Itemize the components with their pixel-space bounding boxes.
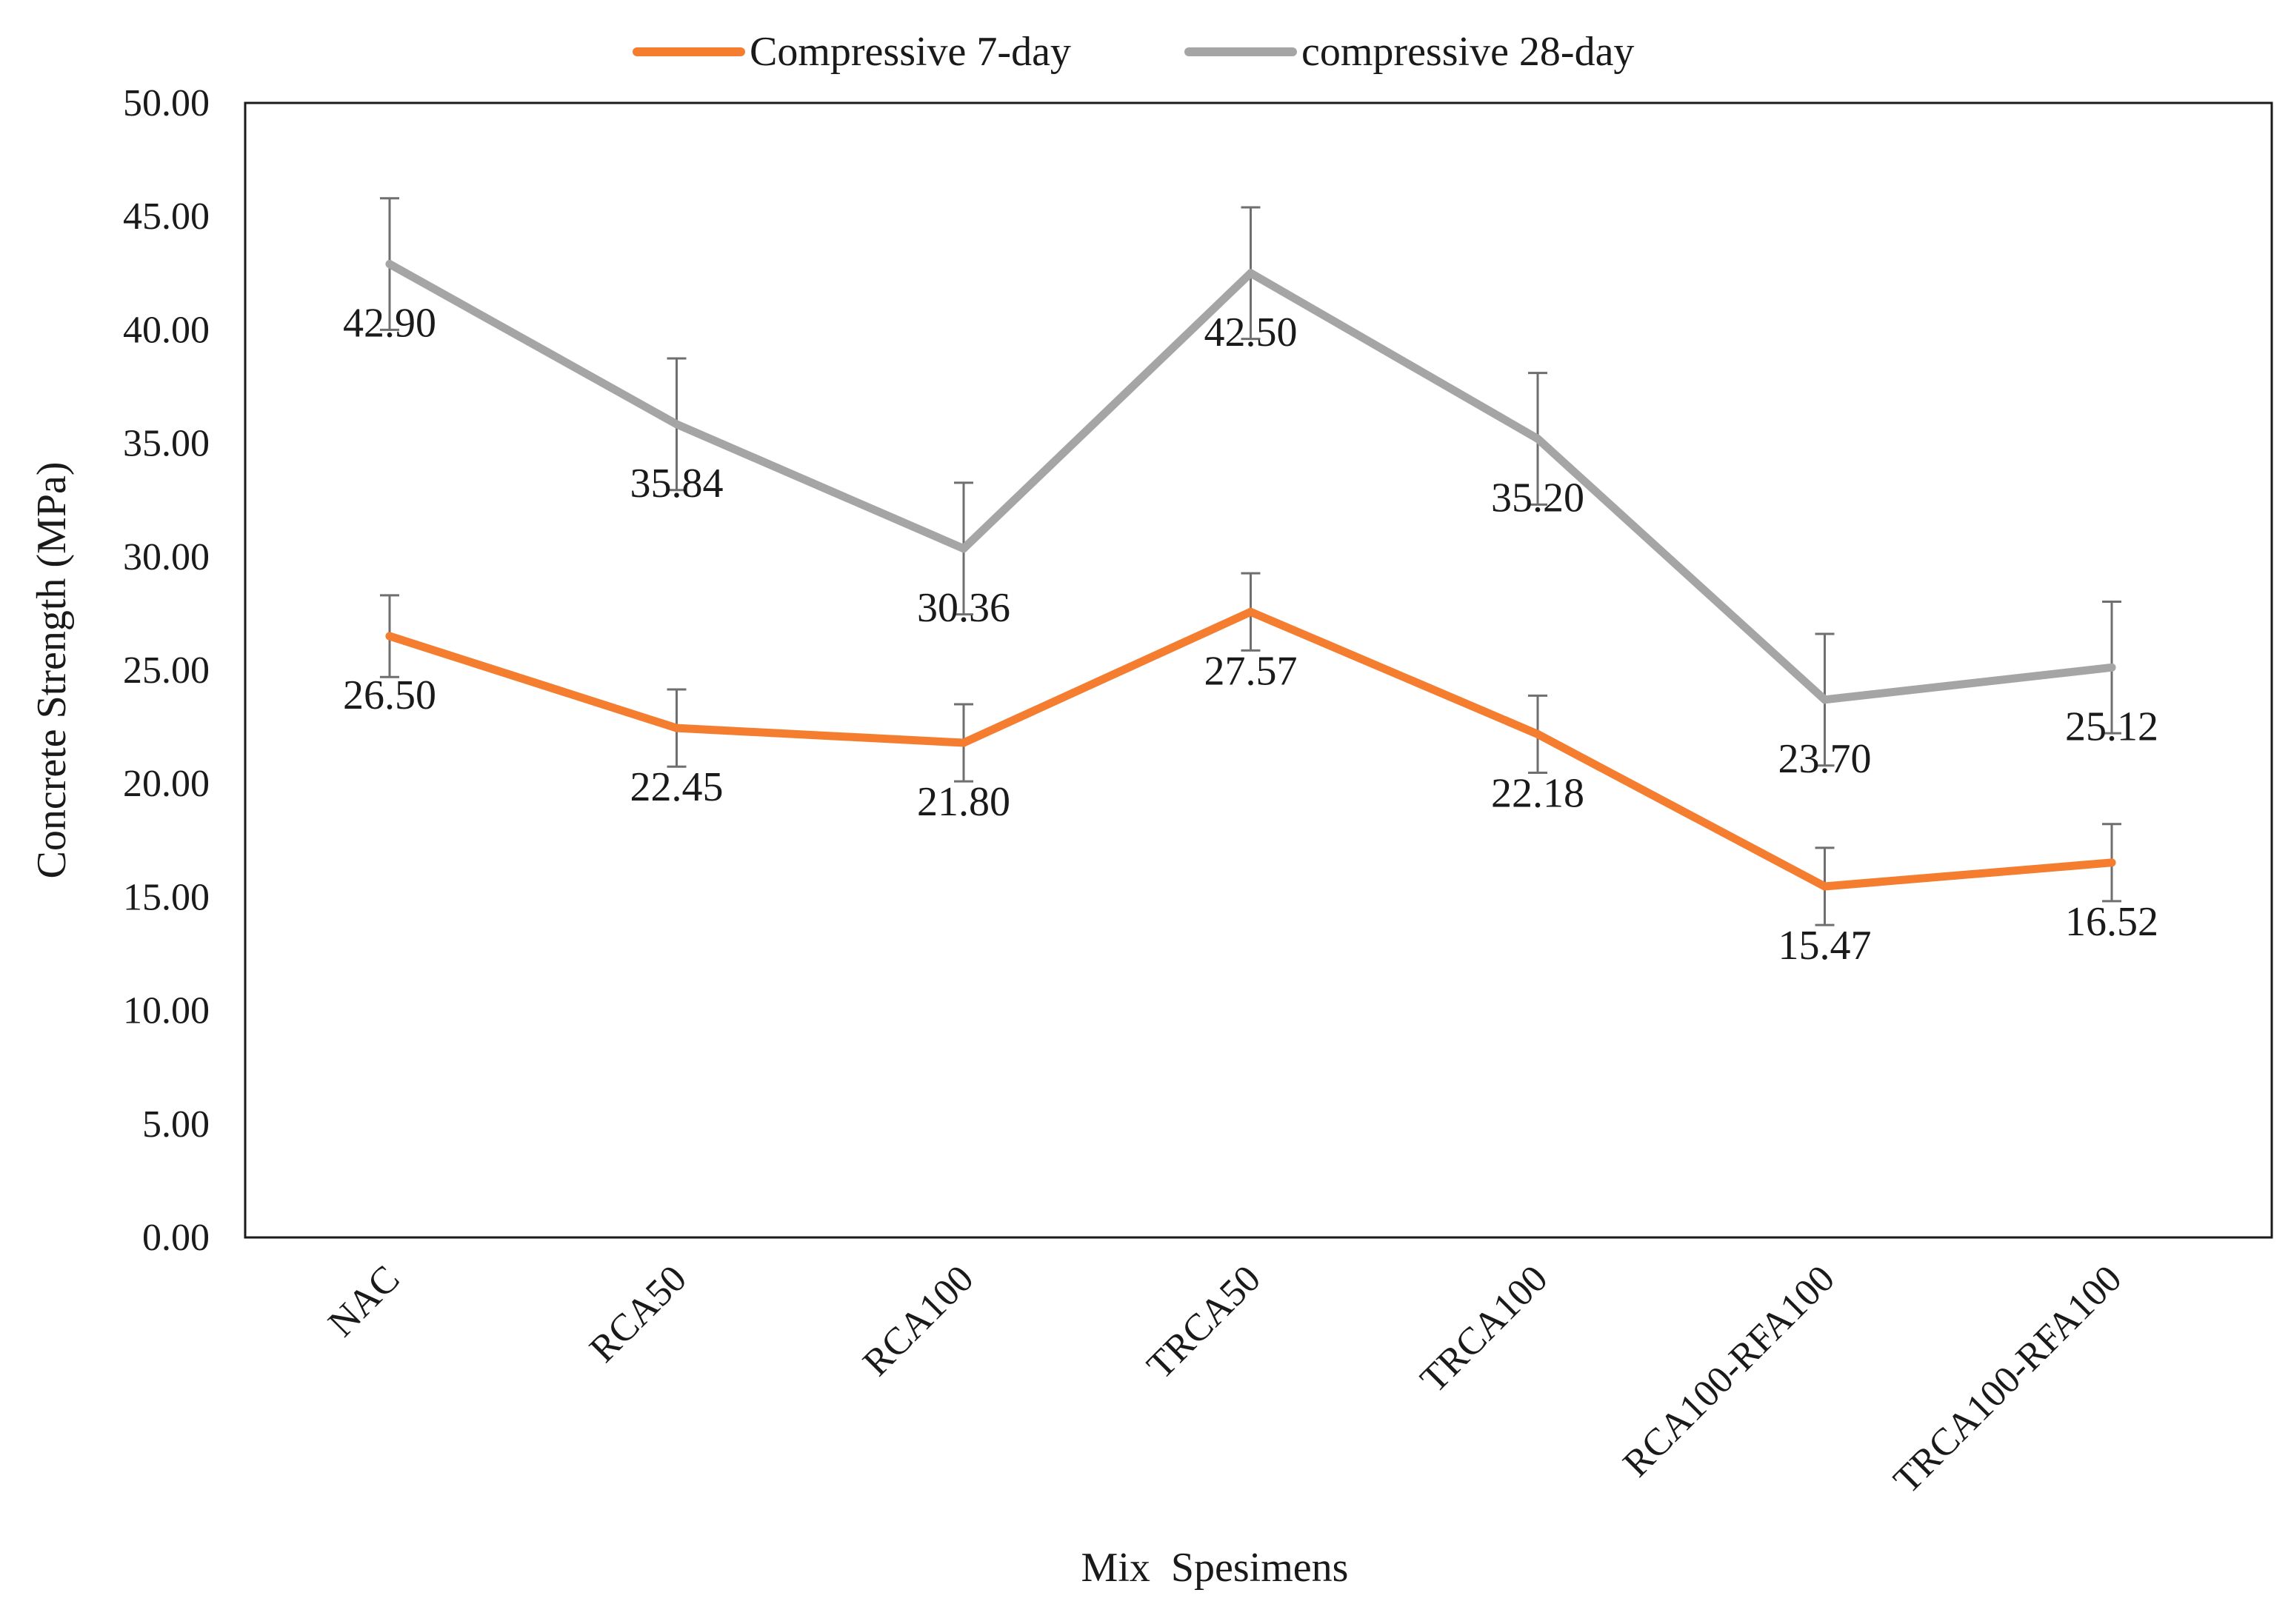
data-point-28day	[385, 260, 394, 269]
data-label-28day: 25.12	[2065, 704, 2158, 749]
data-label-28day: 35.20	[1491, 475, 1584, 521]
data-point-7day	[385, 632, 394, 641]
y-tick-label: 35.00	[123, 423, 210, 465]
y-tick-label: 50.00	[123, 82, 210, 124]
y-tick-label: 15.00	[123, 876, 210, 918]
data-point-28day	[1821, 695, 1829, 704]
legend-label-7day: Compressive 7-day	[750, 29, 1071, 75]
data-label-7day: 22.18	[1491, 770, 1584, 816]
x-axis-title: Mix Spesimens	[1081, 1545, 1349, 1591]
data-label-7day: 16.52	[2065, 899, 2158, 945]
data-label-28day: 42.50	[1204, 310, 1298, 355]
data-point-7day	[2107, 858, 2116, 867]
y-tick-label: 20.00	[123, 763, 210, 805]
data-label-28day: 30.36	[917, 585, 1010, 631]
data-point-28day	[1533, 434, 1542, 443]
data-label-7day: 27.57	[1204, 648, 1298, 694]
data-point-7day	[1247, 607, 1255, 616]
data-point-28day	[959, 544, 968, 553]
x-tick-label-rca100-rfa100: RCA100-RFA100	[1615, 1257, 1843, 1485]
plot-area-frame	[244, 101, 2273, 1239]
data-point-7day	[1821, 882, 1829, 891]
data-labels-layer: 26.50 22.45 21.80 27.57 22.18 15.47 16.52 42.90…	[343, 301, 2158, 969]
y-tick-label: 25.00	[123, 649, 210, 692]
x-tick-label-rca50: RCA50	[581, 1257, 695, 1371]
y-tick-label: 40.00	[123, 309, 210, 351]
data-label-7day: 26.50	[343, 672, 436, 718]
y-tick-label: 10.00	[123, 990, 210, 1032]
y-axis-ticks: 0.00 5.00 10.00 15.00 20.00 25.00 30.00 35.00 40…	[123, 82, 210, 1259]
y-axis-title: Concrete Strength (MPa)	[29, 462, 75, 879]
data-label-28day: 42.90	[343, 301, 436, 347]
data-point-28day	[2107, 663, 2116, 672]
data-label-7day: 22.45	[630, 764, 724, 810]
data-point-28day	[1247, 269, 1255, 278]
series-layer	[380, 197, 2121, 926]
data-label-28day: 35.84	[630, 461, 724, 507]
x-axis-ticks: NAC RCA50 RCA100 TRCA50 TRCA100 RCA100-RFA100…	[321, 1257, 2130, 1502]
data-point-28day	[673, 420, 681, 429]
x-tick-label-trca100: TRCA100	[1413, 1257, 1556, 1401]
y-tick-label: 30.00	[123, 536, 210, 578]
legend: Compressive 7-day compressive 28-day	[633, 29, 1634, 75]
y-tick-label: 0.00	[142, 1217, 210, 1259]
x-tick-label-rca100: RCA100	[855, 1257, 981, 1384]
legend-label-28day: compressive 28-day	[1301, 29, 1634, 75]
data-label-7day: 15.47	[1778, 923, 1872, 969]
data-label-7day: 21.80	[917, 779, 1010, 825]
x-tick-label-trca100-rfa100: TRCA100-RFA100	[1886, 1257, 2130, 1502]
y-tick-label: 5.00	[142, 1103, 210, 1146]
y-tick-label: 45.00	[123, 196, 210, 238]
x-tick-label-nac: NAC	[321, 1257, 408, 1345]
data-point-7day	[1533, 729, 1542, 738]
data-point-7day	[959, 738, 968, 747]
data-point-7day	[673, 724, 681, 732]
data-label-28day: 23.70	[1778, 736, 1872, 782]
x-tick-label-trca50: TRCA50	[1139, 1257, 1269, 1387]
